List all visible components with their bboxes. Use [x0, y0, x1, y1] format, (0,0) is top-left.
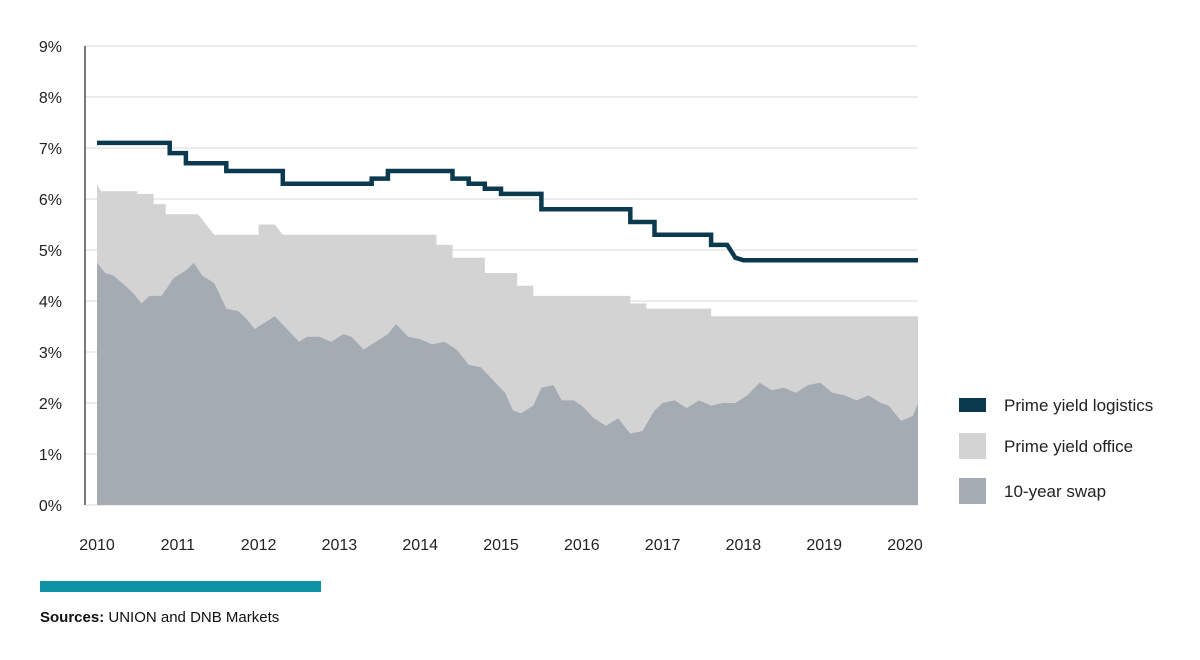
- sources-text: UNION and DNB Markets: [104, 609, 280, 626]
- y-tick-label: 4%: [39, 294, 62, 311]
- x-tick-label: 2015: [483, 537, 519, 554]
- accent-bar: [40, 581, 321, 592]
- x-tick-label: 2018: [726, 537, 762, 554]
- x-tick-label: 2012: [241, 537, 277, 554]
- yield-chart: 0%1%2%3%4%5%6%7%8%9% 2010 2011 2012 2013 201…: [39, 39, 1153, 554]
- x-tick-label: 2010: [79, 537, 115, 554]
- y-tick-label: 2%: [39, 396, 62, 413]
- line-series: [97, 140, 918, 263]
- y-tick-label: 8%: [39, 90, 62, 107]
- y-tick-label: 5%: [39, 243, 62, 260]
- x-tick-label: 2019: [806, 537, 842, 554]
- y-tick-label: 3%: [39, 345, 62, 362]
- y-tick-label: 7%: [39, 141, 62, 158]
- legend-swatch: [959, 478, 986, 504]
- y-tick-labels: 0% 1% 2% 3% 4% 5% 6% 7% 8% 9%: [39, 39, 62, 515]
- legend-label: 10-year swap: [1004, 482, 1106, 501]
- x-tick-label: 2014: [402, 537, 438, 554]
- x-tick-labels: 2010 2011 2012 2013 2014 2015 2016 2017 2018 2019…: [79, 537, 923, 554]
- x-tick-label: 2016: [564, 537, 600, 554]
- x-tick-label: 2013: [322, 537, 358, 554]
- sources-note: Sources: UNION and DNB Markets: [40, 609, 279, 626]
- x-tick-label: 2011: [161, 537, 196, 554]
- legend-swatch: [959, 398, 986, 412]
- sources-label: Sources:: [40, 609, 105, 626]
- legend-swatch: [959, 433, 986, 459]
- area-10-year-swap: [97, 262, 918, 505]
- y-tick-label: 6%: [39, 192, 62, 209]
- legend-label: Prime yield logistics: [1004, 396, 1153, 415]
- y-tick-label: 9%: [39, 39, 62, 56]
- area-series: [97, 183, 918, 505]
- y-tick-label: 1%: [39, 447, 62, 464]
- x-tick-label: 2020: [887, 537, 923, 554]
- y-tick-label: 0%: [39, 498, 62, 515]
- legend-label: Prime yield office: [1004, 437, 1133, 456]
- line-prime-yield-logistics: [97, 140, 918, 263]
- x-tick-label: 2017: [645, 537, 681, 554]
- legend: Prime yield logistics Prime yield office 1…: [959, 396, 1153, 504]
